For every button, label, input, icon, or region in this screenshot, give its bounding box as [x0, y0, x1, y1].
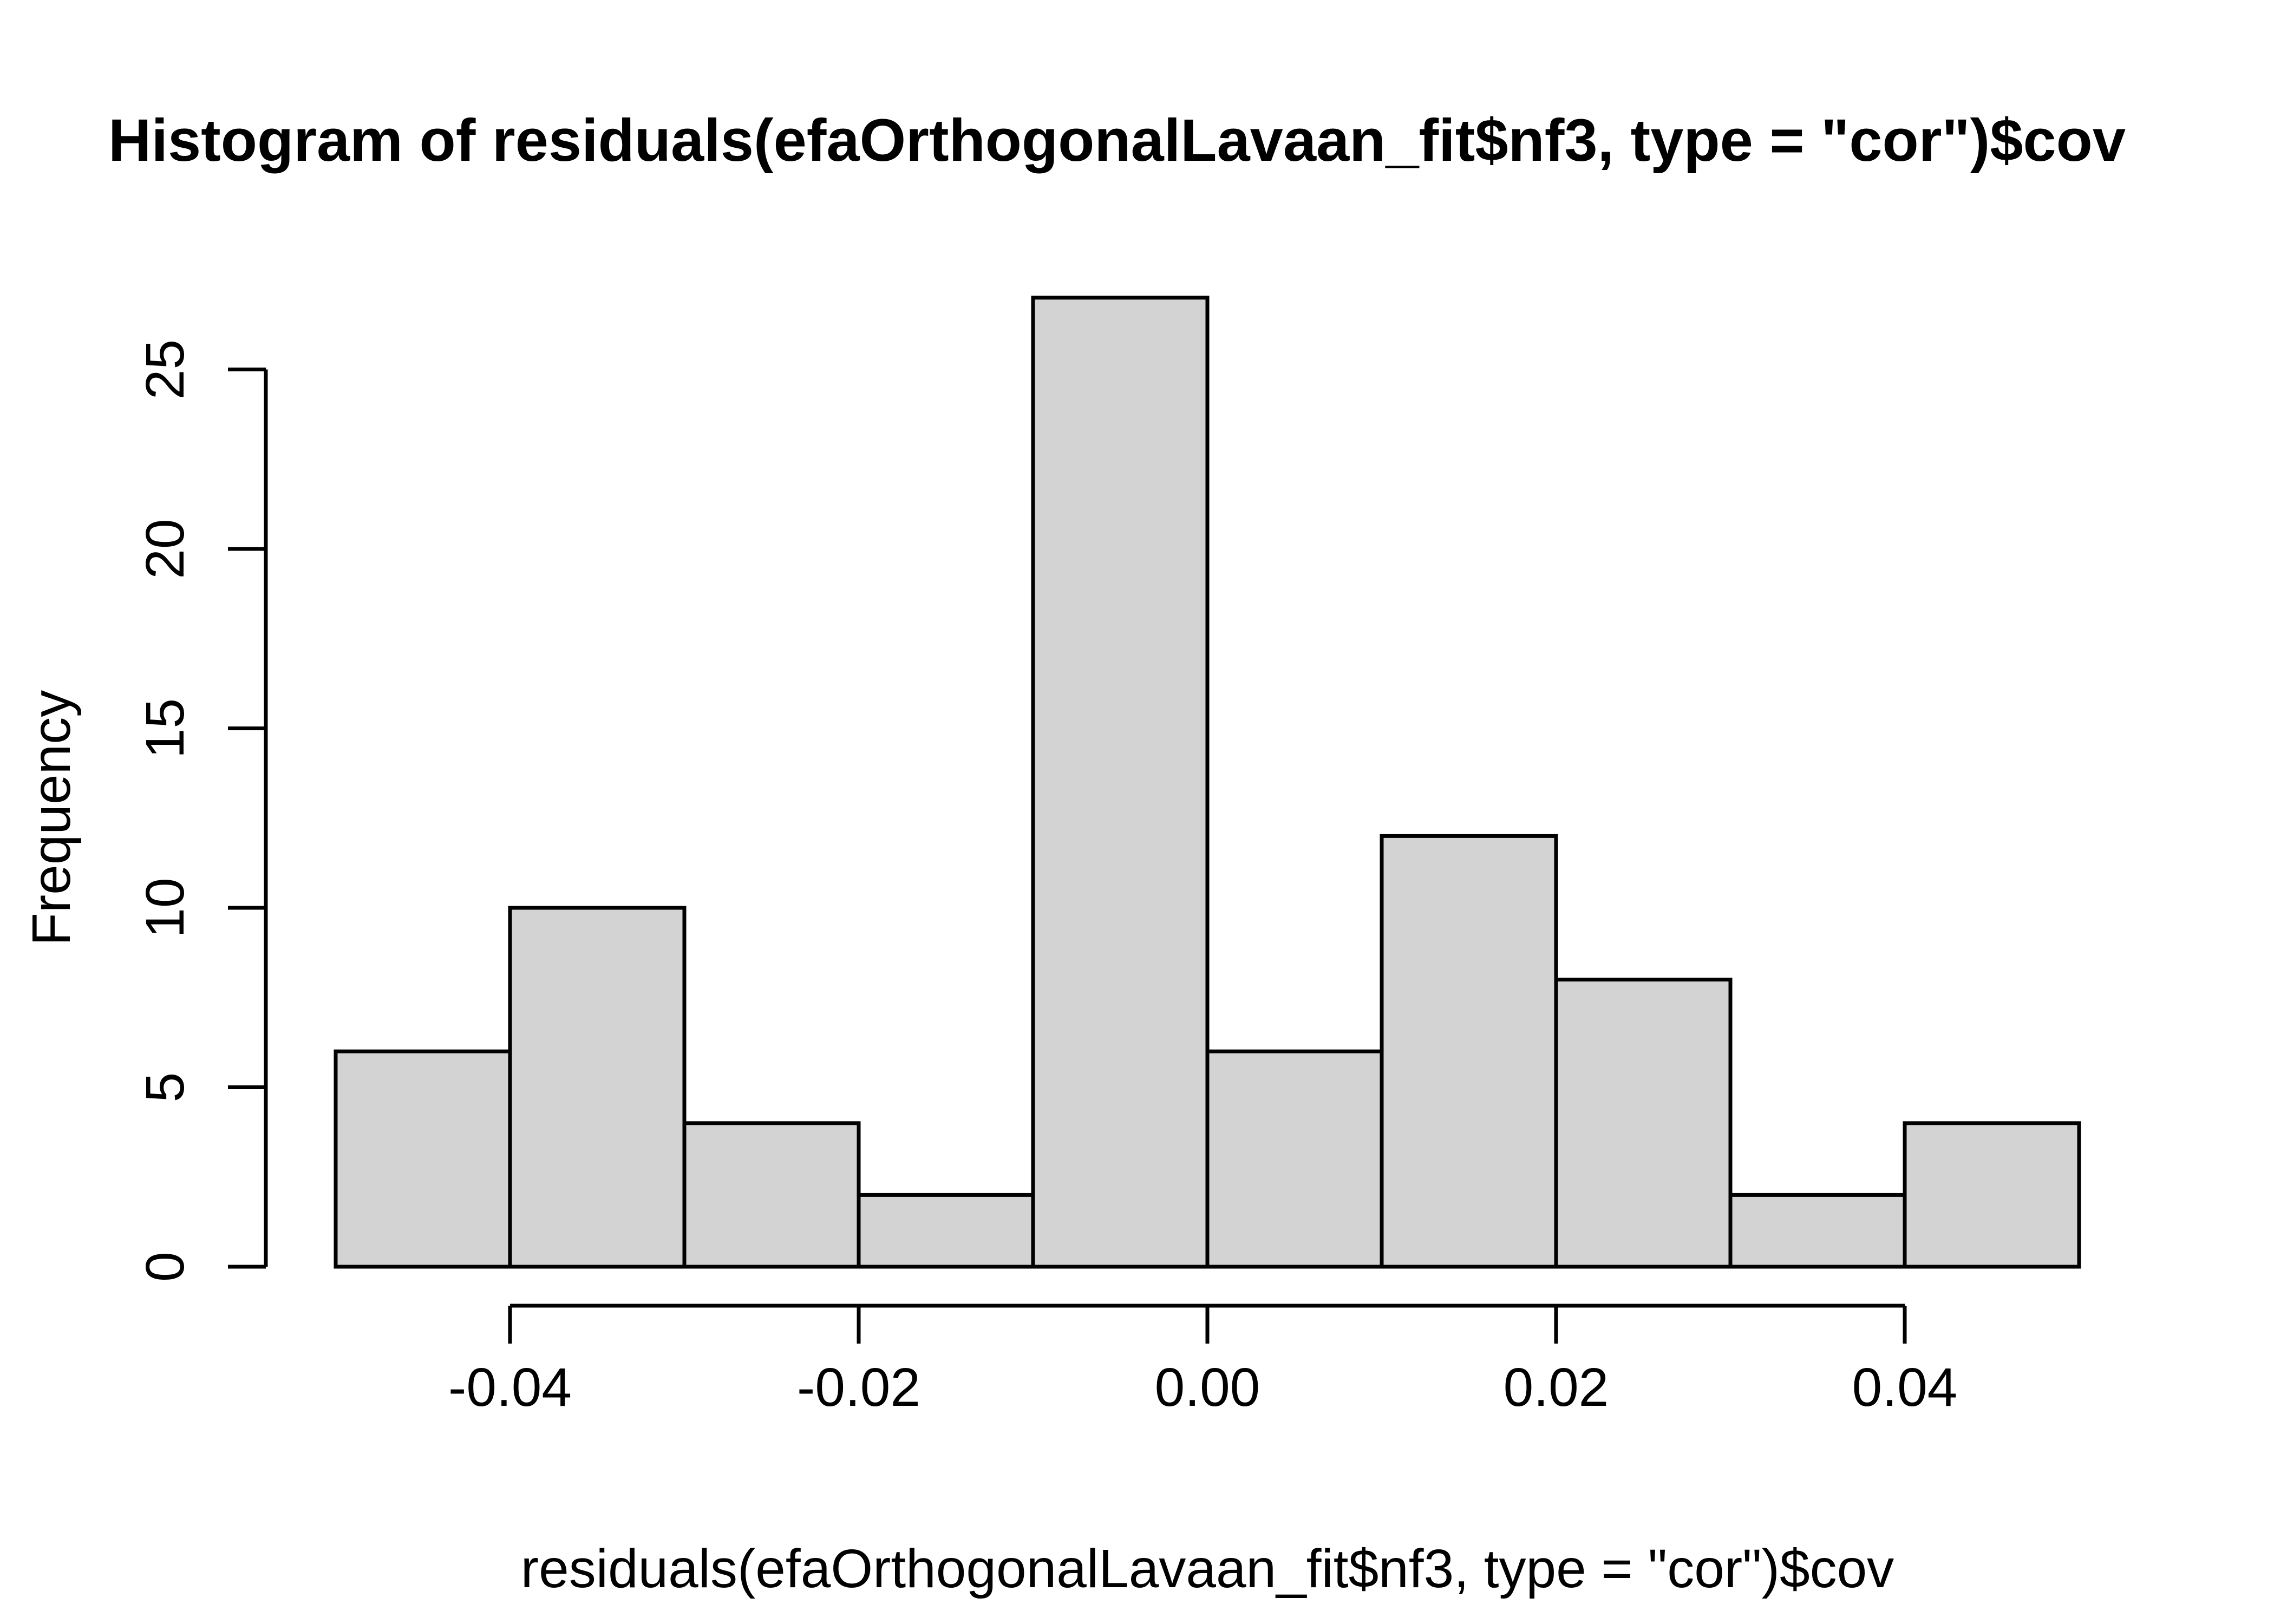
x-tick-label: -0.04	[448, 1357, 572, 1418]
histogram-bar	[334, 1049, 512, 1269]
histogram-bar	[1205, 1049, 1384, 1269]
x-tick-label: 0.02	[1504, 1357, 1609, 1418]
x-tick-label: -0.02	[797, 1357, 920, 1418]
x-tick-label: 0.04	[1852, 1357, 1958, 1418]
histogram-bar	[1728, 1193, 1907, 1269]
histogram-bar	[1031, 296, 1210, 1269]
y-axis-title: Frequency	[21, 690, 82, 946]
chart-title: Histogram of residuals(efaOrthogonalLava…	[108, 107, 2126, 174]
y-tick-label: 25	[135, 339, 195, 400]
y-tick-label: 20	[135, 519, 195, 579]
histogram-bar	[1380, 834, 1558, 1269]
histogram-bar	[682, 1121, 861, 1269]
histogram-bar	[857, 1193, 1035, 1269]
histogram-bar	[1554, 978, 1733, 1269]
histogram-bar	[1903, 1121, 2081, 1269]
histogram-bar	[508, 906, 687, 1269]
y-tick-label: 5	[135, 1072, 195, 1103]
y-tick-label: 0	[135, 1252, 195, 1282]
y-tick-label: 10	[135, 878, 195, 938]
y-tick-label: 15	[135, 698, 195, 758]
x-tick-label: 0.00	[1155, 1357, 1260, 1418]
x-axis-title: residuals(efaOrthogonalLavaan_fit$nf3, t…	[520, 1538, 1894, 1599]
